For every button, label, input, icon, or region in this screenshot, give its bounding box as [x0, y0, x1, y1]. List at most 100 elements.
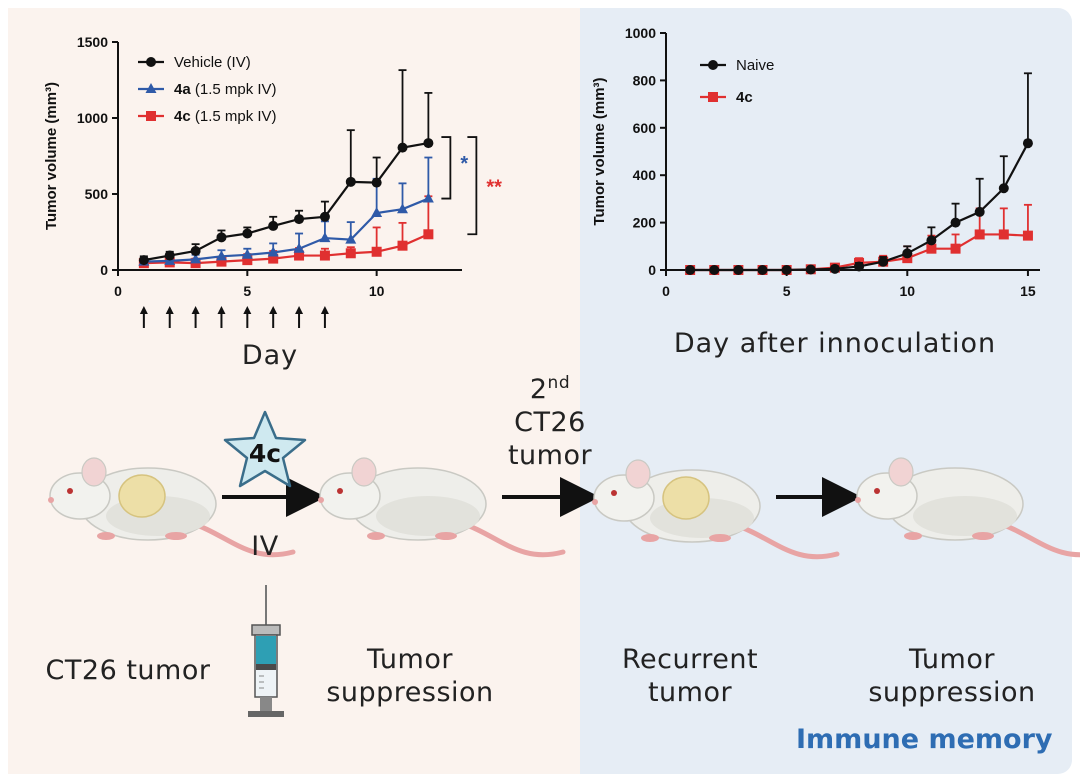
- legend-marker: [146, 111, 156, 121]
- compound-star-icon: 4c: [223, 410, 307, 488]
- mouse-belly-shade: [376, 496, 480, 536]
- mouse-nose: [592, 499, 598, 505]
- legend-marker: [146, 57, 156, 67]
- syringe-icon: [248, 585, 284, 717]
- data-point: [926, 235, 937, 246]
- data-point: [242, 255, 253, 266]
- x-tick-label: 10: [369, 283, 385, 299]
- right-panel-background: [580, 8, 1072, 774]
- rechallenge-line2: CT26: [514, 407, 586, 438]
- x-tick-label: 0: [114, 283, 122, 299]
- series-line: [143, 197, 429, 263]
- caption-suppression-1-line1: Tumor: [367, 644, 453, 675]
- legend-label: 4c (1.5 mpk IV): [174, 108, 277, 125]
- caption-suppression-2: Tumor suppression: [852, 643, 1052, 709]
- legend-label-bold: 4c: [174, 108, 191, 125]
- significance-mark: **: [486, 177, 502, 199]
- mouse-hind-foot: [709, 534, 731, 542]
- data-point: [241, 248, 253, 259]
- data-point: [345, 176, 356, 187]
- series-4c-1-5-mpk-iv-: [138, 195, 434, 269]
- data-point: [371, 246, 382, 257]
- legend-label-bold: 4a: [174, 81, 191, 98]
- data-point: [974, 229, 985, 240]
- y-tick-label: 0: [648, 262, 656, 278]
- caption-recurrent-tumor: Recurrent tumor: [590, 643, 790, 709]
- data-point: [371, 177, 382, 188]
- data-point: [215, 250, 227, 261]
- dosing-arrowhead: [243, 306, 252, 314]
- series-vehicle-iv-: [138, 69, 434, 266]
- y-axis-title: Tumor volume (mm³): [43, 82, 60, 230]
- mouse-front-foot: [97, 532, 115, 540]
- caption-suppression-1: Tumor suppression: [310, 643, 510, 709]
- x-tick-label: 0: [662, 283, 670, 299]
- caption-suppression-2-line1: Tumor: [909, 644, 995, 675]
- mouse-eye: [337, 488, 343, 494]
- dosing-arrowhead: [269, 306, 278, 314]
- legend-label: 4a (1.5 mpk IV): [174, 81, 277, 98]
- data-point: [319, 250, 330, 261]
- data-point: [397, 142, 408, 153]
- data-point: [319, 211, 330, 222]
- data-point: [216, 256, 227, 267]
- data-point: [371, 207, 383, 217]
- data-point: [1022, 138, 1033, 149]
- legend: Vehicle (IV) 4a (1.5 mpk IV) 4c (1.5 mpk I…: [138, 54, 277, 125]
- data-point: [423, 229, 434, 240]
- data-point: [267, 246, 279, 257]
- mouse-with-tumor: [48, 457, 296, 558]
- data-point: [293, 242, 305, 253]
- rechallenge-superscript: nd: [547, 373, 571, 393]
- data-point: [268, 253, 279, 264]
- immune-memory-label: Immune memory: [796, 724, 1053, 755]
- data-point: [950, 217, 961, 228]
- data-point: [805, 264, 816, 275]
- dosing-arrowhead: [295, 306, 304, 314]
- data-point: [733, 265, 744, 275]
- mouse-nose: [318, 497, 324, 503]
- y-tick-label: 500: [85, 186, 109, 202]
- route-label: IV: [251, 531, 279, 562]
- data-point: [854, 261, 865, 272]
- treatment-chart: 0 5 10 0 500 1000 1500 Tumor volume (mm³) Vehicl…: [43, 34, 502, 328]
- data-point: [294, 214, 305, 225]
- rechallenge-chart: 0 5 10 15 0 200 400 600 800 1000 Tumor volume (mm³…: [591, 25, 1040, 299]
- caption-recurrent-line1: Recurrent: [621, 644, 759, 675]
- data-point: [685, 265, 696, 275]
- caption-suppression-2-line2: suppression: [868, 677, 1036, 708]
- series-line: [143, 141, 429, 262]
- legend-label-rest: Vehicle (IV): [174, 54, 251, 71]
- data-point: [190, 246, 201, 256]
- data-point: [974, 206, 985, 217]
- data-point: [709, 265, 720, 275]
- legend-marker: [708, 92, 718, 102]
- data-point: [345, 248, 356, 259]
- data-point: [829, 263, 840, 274]
- dosing-arrowhead: [320, 306, 329, 314]
- data-point: [998, 229, 1009, 240]
- caption-recurrent-line2: tumor: [647, 677, 733, 708]
- significance-bracket: [467, 136, 478, 236]
- mouse-ear: [81, 457, 107, 487]
- data-point: [926, 243, 937, 254]
- series-line: [690, 142, 1029, 272]
- mouse-front-foot: [367, 532, 385, 540]
- chart2-x-axis-title: Day after innoculation: [673, 328, 997, 359]
- data-point: [242, 228, 253, 239]
- mouse-front-foot: [904, 532, 922, 540]
- data-point: [423, 138, 434, 149]
- rechallenge-label: 2nd CT26 tumor: [485, 367, 615, 472]
- mouse-final: [855, 457, 1080, 558]
- mouse-hind-foot: [972, 532, 994, 540]
- mouse-nose: [855, 497, 861, 503]
- dosing-arrowhead: [191, 306, 200, 314]
- caption-ct26-tumor: CT26 tumor: [45, 655, 211, 686]
- mouse-eye: [611, 490, 617, 496]
- legend-label-rest: (1.5 mpk IV): [191, 81, 277, 98]
- x-tick-label: 5: [783, 283, 791, 299]
- mouse-tail: [729, 521, 840, 560]
- y-tick-label: 800: [633, 72, 657, 88]
- mouse-front-foot: [641, 534, 659, 542]
- legend-marker: [145, 83, 157, 93]
